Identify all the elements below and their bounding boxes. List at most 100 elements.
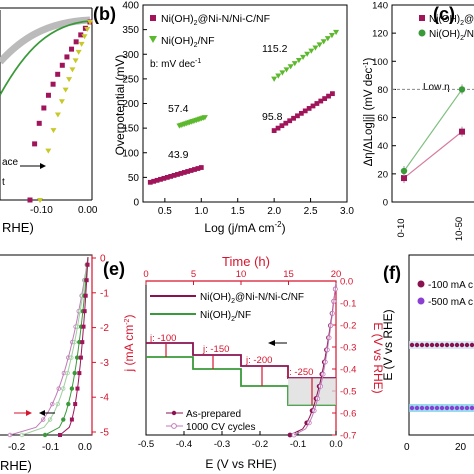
- panel-f: (f) E (V vs RHE) -100 mA c -500 mA c 0 2…: [381, 254, 474, 453]
- legend-marker-1: [150, 15, 156, 21]
- ytick-label-b: 0: [133, 198, 139, 209]
- marker-b-series2: [304, 51, 311, 57]
- toptick-label-e: 5: [191, 269, 196, 280]
- rtick-label-e: -0.3: [340, 343, 356, 354]
- marker-f: [424, 405, 430, 411]
- ylabel-b: Overpotential (mV): [113, 55, 127, 156]
- marker-b-series2: [201, 115, 208, 121]
- marker-a-purple: [50, 81, 56, 87]
- slope-label-43.9: 43.9: [168, 149, 189, 161]
- marker-b-series2: [279, 70, 286, 76]
- marker-b-series1: [318, 98, 324, 104]
- marker-a-yellow: [50, 128, 57, 134]
- ytick-label-c: 60: [377, 113, 388, 124]
- marker-a-yellow: [58, 99, 65, 105]
- ylabel-f: E (V vs RHE): [381, 309, 395, 380]
- marker-b-series1: [298, 110, 304, 116]
- ytick-label-c: 100: [372, 57, 388, 68]
- legend-label-e4: 1000 CV cycles: [186, 422, 255, 433]
- legend-marker-2: [149, 36, 157, 43]
- marker-a-purple: [64, 54, 70, 60]
- ytick-label-b: 100: [122, 148, 139, 159]
- xtick-label-b: 2.5: [304, 206, 318, 217]
- ytick-label-c: 140: [372, 1, 388, 12]
- marker-b-series2: [333, 29, 340, 36]
- marker-b-series2: [271, 76, 278, 82]
- marker-b-series1: [291, 115, 296, 121]
- marker-b-series1: [330, 91, 335, 97]
- marker-b-series2: [308, 48, 315, 54]
- xlabel-e: E (V vs RHE): [205, 457, 276, 471]
- step-label-200: j: -200: [245, 355, 272, 366]
- arrow-head: [40, 163, 46, 169]
- marker-f: [434, 405, 440, 411]
- rtick-label-e: -0.1: [340, 299, 356, 310]
- ytick-label-d: -2: [100, 323, 109, 334]
- marker-b-series1: [310, 103, 316, 109]
- marker-b-series2: [291, 61, 298, 67]
- xtick-label-e: -0.5: [138, 439, 154, 450]
- marker-f: [469, 342, 474, 348]
- xlabel-b: Log (j/mA cm-2): [204, 220, 285, 235]
- ytick-label-b: 50: [128, 173, 140, 184]
- marker-a-yellow: [62, 87, 69, 93]
- marker-b-series1: [158, 176, 163, 182]
- toptick-label-e: 0: [143, 269, 148, 280]
- ytick-label-c: 120: [372, 29, 388, 40]
- legend-label-e1: Ni(OH)2@Ni-N/Ni-C/NF: [200, 292, 304, 305]
- rtick-label-e: -0.2: [340, 321, 356, 332]
- ytick-label-b: 150: [122, 124, 139, 135]
- marker-a-yellow: [66, 77, 73, 83]
- slope-label-95.8: 95.8: [262, 111, 283, 123]
- annotation-ace: ace: [2, 157, 19, 168]
- arrow-black-head: [39, 410, 45, 416]
- legend-label-2: Ni(OH)2/NF: [161, 35, 215, 49]
- marker-b-series1: [326, 93, 331, 99]
- x-ticks-b: 0.5 1.0 1.5 2.0 2.5 3.0: [158, 198, 354, 217]
- y-ticks-c: 0 20 40 60 80 100 120 140: [372, 1, 396, 209]
- marker-a-yellow: [81, 34, 88, 40]
- lines-e: [146, 282, 338, 438]
- xtick-d-2: 0.0: [78, 442, 92, 453]
- arrow-e-head: [268, 340, 275, 346]
- marker-a-yellow: [75, 49, 82, 55]
- legend-marker-e3: [171, 410, 177, 416]
- marker-b-series2: [316, 42, 323, 48]
- marker-b-series1: [306, 106, 312, 111]
- legend-marker-c1: [419, 15, 425, 21]
- marker-f: [439, 405, 445, 411]
- marker-b-series2: [328, 33, 335, 39]
- step-label-150: j: -150: [202, 344, 229, 355]
- marker-b-series1: [283, 120, 289, 126]
- marker-b-series1: [314, 101, 320, 106]
- step-line-e1: [146, 342, 336, 379]
- marker-b-series1: [171, 173, 177, 178]
- marker-b-series2: [275, 73, 282, 79]
- marker-b-series1: [322, 96, 328, 101]
- marker-b-series2: [283, 67, 290, 73]
- ytick-label-b: 400: [122, 1, 139, 12]
- curve-purple: [27, 19, 93, 203]
- curve-d: [44, 256, 89, 436]
- marker-b-series1: [192, 167, 197, 172]
- marker-f: [434, 342, 440, 348]
- ticks-e: -0.5 -0.4 -0.3 -0.2 -0.1 0.00 5 10 15 200.0-0.1-0…: [138, 269, 357, 450]
- legend-marker-e4: [171, 423, 177, 429]
- marker-c-series1: [459, 128, 465, 135]
- xtick-label-b: 1.0: [194, 206, 208, 217]
- ytick-label-b: 350: [122, 25, 139, 36]
- data-marks-b: [147, 29, 340, 185]
- slope-label-115.2: 115.2: [262, 43, 288, 55]
- marker-b-series1: [279, 123, 285, 129]
- marker-f: [449, 342, 455, 348]
- marker-a-yellow: [45, 148, 52, 154]
- legend-label-c1: Ni(OH)2@N: [429, 14, 474, 27]
- marker-a-purple: [32, 141, 38, 147]
- polarization-curve-e: [293, 282, 337, 436]
- marker-f: [449, 405, 455, 411]
- xtick-neg0.10: -0.10: [30, 205, 53, 216]
- step-label-250: j: -250: [286, 367, 313, 378]
- marker-b-series1: [287, 118, 293, 124]
- panel-e: (e) Time (h) -0.5 -0.4 -0.3 -0.2 -0.1 0.0 0 5 10…: [103, 254, 385, 471]
- xtick-d-1: -0.1: [42, 442, 60, 453]
